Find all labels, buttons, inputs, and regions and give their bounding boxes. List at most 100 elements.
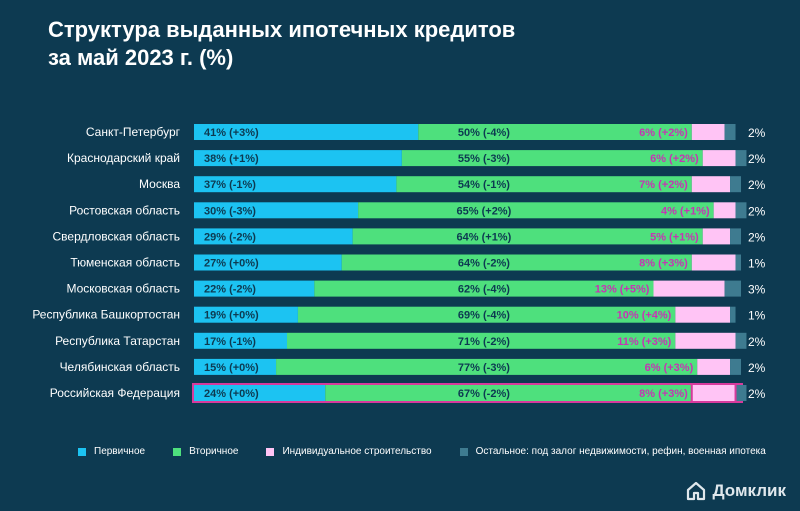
data-label-primary: 24% (+0%) — [204, 388, 259, 400]
category-label: Республика Башкортостан — [32, 308, 180, 322]
data-label-individual: 8% (+3%) — [639, 388, 688, 400]
category-label: Санкт-Петербург — [86, 125, 181, 139]
data-label-individual: 6% (+2%) — [639, 127, 688, 139]
category-label: Свердловская область — [53, 229, 180, 243]
bar-segment-other — [735, 254, 741, 271]
bar-segment-individual — [691, 385, 736, 401]
data-label-primary: 27% (+0%) — [204, 258, 259, 270]
bar-segment-individual — [702, 228, 731, 245]
bar-segment-other — [735, 332, 747, 349]
bar-segment-secondary — [401, 150, 703, 167]
legend: Первичное Вторичное Индивидуальное строи… — [78, 446, 766, 457]
data-label-other: 2% — [748, 152, 766, 166]
bar-segment-secondary — [352, 228, 703, 245]
data-label-primary: 41% (+3%) — [204, 127, 259, 139]
chart-title-line1: Структура выданных ипотечных кредитов — [48, 17, 516, 42]
category-label: Российская Федерация — [50, 386, 180, 400]
bar-segment-secondary — [418, 124, 692, 140]
bar-segment-primary — [194, 254, 342, 271]
data-label-individual: 6% (+3%) — [645, 362, 694, 374]
brand-name: Домклик — [712, 481, 786, 500]
legend-swatch-other — [459, 447, 468, 456]
data-label-other: 1% — [748, 309, 766, 323]
data-label-primary: 37% (-1%) — [204, 179, 256, 191]
legend-label-individual: Индивидуальное строительство — [282, 446, 432, 457]
data-label-other: 2% — [748, 387, 766, 401]
data-label-primary: 17% (-1%) — [204, 336, 256, 348]
data-label-other: 2% — [748, 335, 766, 349]
data-label-secondary: 64% (-2%) — [458, 258, 510, 270]
data-label-individual: 6% (+2%) — [650, 153, 699, 165]
category-label: Московская область — [66, 282, 180, 296]
bar-segment-individual — [691, 176, 731, 193]
bar-segment-other — [724, 124, 736, 140]
bar-segment-other — [730, 306, 736, 323]
bar-segment-other — [724, 280, 741, 297]
data-label-other: 2% — [748, 126, 766, 140]
legend-label-other: Остальное: под залог недвижимости, рефин… — [475, 446, 766, 457]
data-label-secondary: 54% (-1%) — [458, 179, 510, 191]
bar-segment-individual — [691, 254, 736, 271]
legend-swatch-secondary — [173, 447, 182, 456]
bar-segment-individual — [653, 280, 725, 297]
bar-segment-primary — [194, 150, 402, 167]
bar-segment-primary — [194, 385, 326, 401]
data-label-secondary: 71% (-2%) — [458, 336, 510, 348]
chart-title-line2: за май 2023 г. (%) — [48, 45, 234, 70]
data-label-primary: 29% (-2%) — [204, 231, 256, 243]
bar-segment-secondary — [286, 332, 676, 349]
bar-segment-primary — [194, 332, 287, 349]
bar-segment-individual — [675, 306, 731, 323]
data-label-primary: 22% (-2%) — [204, 284, 256, 296]
data-label-secondary: 77% (-3%) — [458, 362, 510, 374]
bar-segment-other — [735, 150, 747, 167]
data-label-individual: 4% (+1%) — [661, 205, 710, 217]
legend-item-primary: Первичное — [78, 446, 145, 457]
stacked-bar-chart: Санкт-Петербург 41% (+3%) 50% (-4%) 6% (+2%… — [32, 124, 766, 403]
data-label-other: 2% — [748, 230, 766, 244]
legend-label-secondary: Вторичное — [189, 446, 239, 457]
data-label-secondary: 69% (-4%) — [458, 310, 510, 322]
category-label: Тюменская область — [70, 256, 180, 270]
bar-segment-primary — [194, 176, 397, 193]
bar-segment-primary — [194, 306, 298, 323]
bar-segment-secondary — [297, 306, 676, 323]
bar-segment-other — [735, 385, 747, 401]
data-label-primary: 15% (+0%) — [204, 362, 259, 374]
legend-item-individual: Индивидуальное строительство — [266, 446, 432, 457]
bar-segment-secondary — [314, 280, 654, 297]
bar-segment-individual — [702, 150, 736, 167]
data-label-other: 2% — [748, 204, 766, 218]
data-label-other: 3% — [748, 283, 766, 297]
data-label-secondary: 62% (-4%) — [458, 284, 510, 296]
bar-segment-individual — [691, 124, 725, 140]
bar-segment-primary — [194, 280, 315, 297]
bar-segment-primary — [194, 358, 277, 375]
bar-segment-other — [730, 176, 741, 193]
legend-swatch-primary — [78, 447, 86, 456]
data-label-individual: 13% (+5%) — [595, 284, 650, 296]
legend-item-other: Остальное: под залог недвижимости, рефин… — [459, 446, 766, 457]
data-label-secondary: 50% (-4%) — [458, 127, 510, 139]
data-label-individual: 7% (+2%) — [639, 179, 688, 191]
category-label: Краснодарский край — [67, 151, 180, 165]
data-label-individual: 5% (+1%) — [650, 231, 699, 243]
data-label-other: 2% — [748, 361, 766, 375]
data-label-other: 1% — [748, 257, 766, 271]
legend-swatch-individual — [266, 447, 275, 456]
chart-title: Структура выданных ипотечных кредитов за… — [48, 16, 608, 72]
data-label-primary: 38% (+1%) — [204, 153, 259, 165]
bar-segment-secondary — [325, 385, 692, 401]
bar-segment-secondary — [341, 254, 692, 271]
data-label-secondary: 65% (+2%) — [457, 205, 512, 217]
data-label-individual: 11% (+3%) — [617, 336, 671, 348]
bar-segment-primary — [194, 124, 419, 140]
data-label-secondary: 55% (-3%) — [458, 153, 510, 165]
data-label-primary: 30% (-3%) — [204, 205, 256, 217]
legend-item-secondary: Вторичное — [173, 446, 238, 457]
brand-logo: Домклик — [686, 481, 786, 501]
data-label-primary: 19% (+0%) — [204, 310, 259, 322]
category-label: Ростовская область — [69, 203, 180, 217]
bar-segment-individual — [713, 202, 736, 219]
legend-label-primary: Первичное — [94, 446, 146, 457]
